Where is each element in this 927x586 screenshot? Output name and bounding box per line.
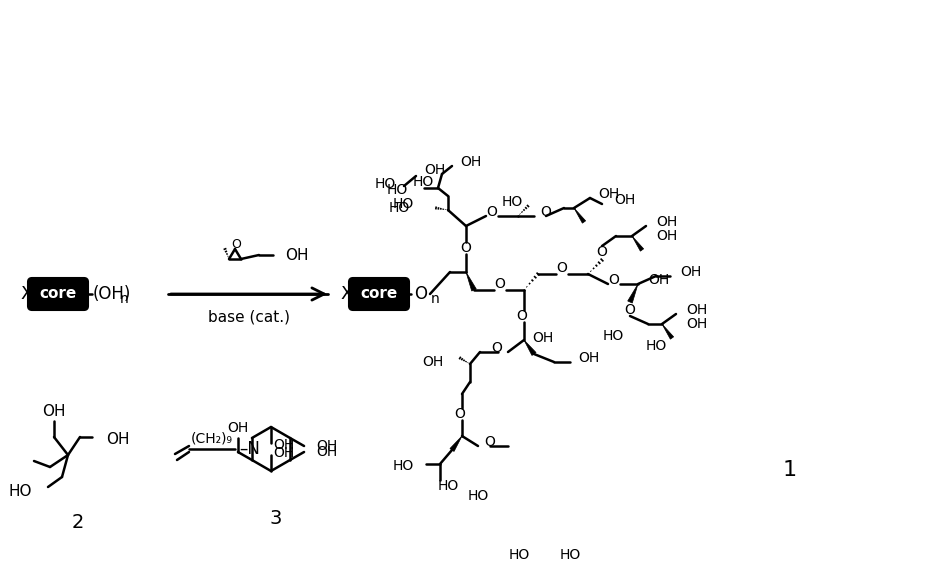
Text: OH: OH [578,351,599,365]
Text: OH: OH [686,317,707,331]
Text: O: O [491,341,502,355]
Text: HO: HO [468,489,489,503]
Text: HO: HO [646,339,667,353]
Text: 1: 1 [783,460,797,480]
Text: HO: HO [413,175,434,189]
Text: HO: HO [509,548,530,562]
Text: n: n [431,292,439,306]
Text: OH: OH [106,431,130,447]
Text: 2: 2 [71,513,84,533]
Text: OH: OH [680,265,701,279]
Text: OH: OH [614,193,635,207]
Text: O: O [608,273,619,287]
Polygon shape [628,284,638,303]
Text: O: O [454,407,465,421]
Text: –N: –N [239,440,260,458]
Text: OH: OH [460,155,481,169]
Text: HO: HO [393,459,414,473]
Text: OH: OH [273,446,294,460]
Text: OH: OH [532,331,553,345]
Text: n: n [120,292,129,306]
Text: HO: HO [560,548,581,562]
Text: O: O [556,261,567,275]
Text: OH: OH [43,404,66,418]
Text: O: O [231,237,241,250]
Polygon shape [574,208,586,223]
Text: OH: OH [316,445,337,459]
Text: –: – [349,285,358,303]
Polygon shape [632,236,643,251]
Polygon shape [450,436,462,451]
Text: O: O [487,205,498,219]
Text: –: – [29,285,38,303]
Text: (OH): (OH) [93,285,132,303]
Text: OH: OH [316,439,337,453]
Text: OH: OH [273,438,294,452]
Text: O: O [495,277,505,291]
Text: HO: HO [438,479,459,493]
Text: OH: OH [656,229,678,243]
Text: OH: OH [227,421,248,435]
Text: HO: HO [375,177,396,191]
Text: OH: OH [598,187,619,201]
Polygon shape [662,324,674,339]
Text: X: X [20,285,32,303]
Text: HO: HO [8,483,32,499]
Text: core: core [361,287,398,302]
Text: OH: OH [648,273,669,287]
FancyBboxPatch shape [28,278,88,310]
Polygon shape [524,340,536,356]
Text: HO: HO [393,197,414,211]
Text: core: core [39,287,77,302]
Text: HO: HO [388,201,410,215]
Text: HO: HO [603,329,624,343]
Text: O: O [540,205,551,219]
FancyBboxPatch shape [349,278,409,310]
Text: OH: OH [686,303,707,317]
Text: O: O [461,241,472,255]
Polygon shape [466,272,476,291]
Text: O: O [597,245,607,259]
Text: O: O [484,435,495,449]
Text: 3: 3 [270,509,282,529]
Text: O: O [516,309,527,323]
Text: (CH₂)₉: (CH₂)₉ [191,431,233,445]
Text: OH: OH [423,355,444,369]
Text: base (cat.): base (cat.) [208,310,290,325]
Text: O: O [414,285,427,303]
Text: O: O [625,303,635,317]
Text: OH: OH [656,215,678,229]
Text: X: X [340,285,352,303]
Text: OH: OH [285,247,309,263]
Text: HO: HO [502,195,523,209]
Text: HO: HO [387,183,408,197]
Text: OH: OH [424,163,445,177]
